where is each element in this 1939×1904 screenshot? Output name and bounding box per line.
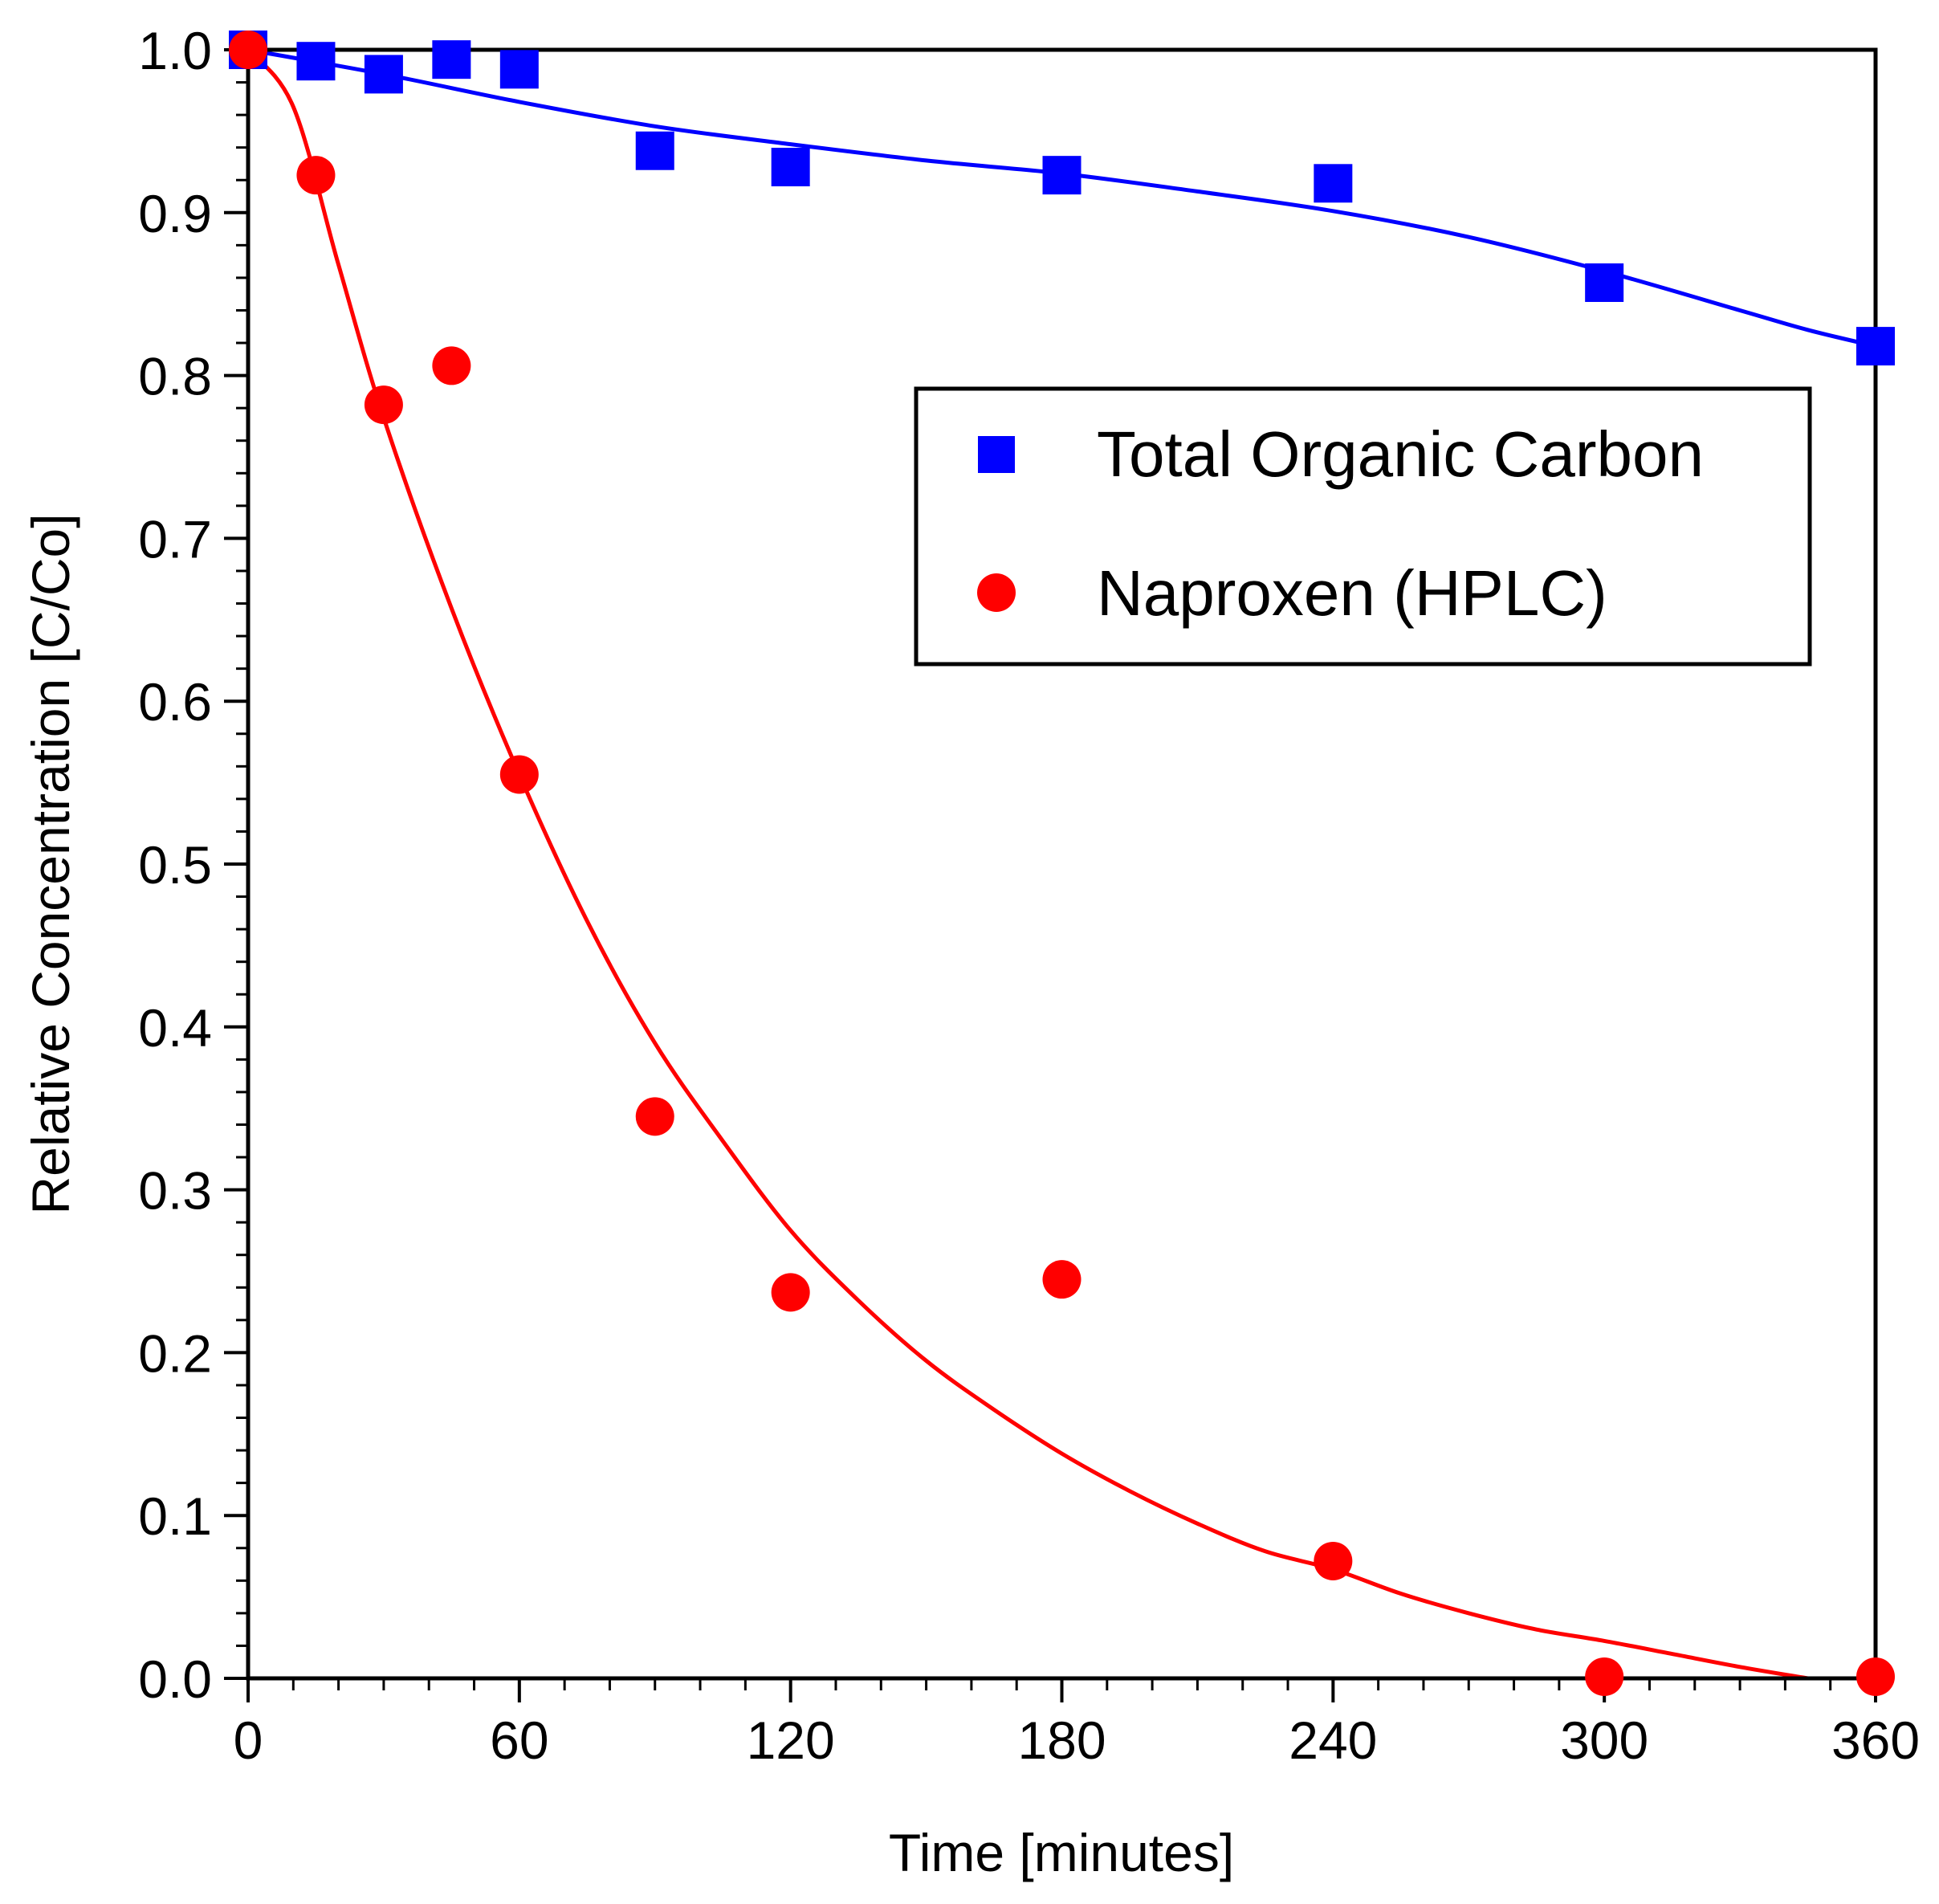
y-tick-label: 0.4 [138, 998, 212, 1058]
y-tick-label: 0.0 [138, 1649, 212, 1709]
total-organic-carbon-point [499, 50, 539, 89]
legend-marker-naproxen [977, 573, 1016, 612]
total-organic-carbon-point [432, 40, 471, 80]
naproxen-hplc-point [296, 156, 336, 195]
x-tick-label: 60 [490, 1710, 548, 1770]
naproxen-hplc-point [1314, 1541, 1353, 1580]
y-tick-label: 0.1 [138, 1486, 212, 1546]
legend-box [914, 386, 1812, 667]
legend-marker-toc [978, 436, 1015, 473]
data-markers [229, 31, 1895, 1696]
x-tick-label: 120 [747, 1710, 835, 1770]
y-tick-label: 0.8 [138, 347, 212, 406]
naproxen-hplc-point [635, 1097, 674, 1136]
y-axis-label: Relative Concentration [C/Co] [21, 513, 80, 1214]
y-tick-label: 0.6 [138, 672, 212, 732]
y-tick-label: 0.7 [138, 509, 212, 569]
legend-label-toc: Total Organic Carbon [1097, 418, 1704, 490]
legend-label-naproxen: Naproxen (HPLC) [1097, 557, 1607, 629]
tick-labels: 0 60 120 180 240 300 360 0.0 0.1 0.2 0.3 0.4 0.5 0.6 0… [138, 21, 1920, 1770]
naproxen-hplc-point [499, 755, 539, 794]
x-axis-label: Time [minutes] [889, 1823, 1234, 1882]
x-tick-label: 0 [234, 1710, 263, 1770]
naproxen-hplc-fit-curve [246, 48, 1808, 1681]
x-tick-label: 180 [1017, 1710, 1106, 1770]
total-organic-carbon-point [635, 131, 674, 170]
naproxen-hplc-point [1042, 1260, 1082, 1299]
fit-curves [246, 47, 1876, 1681]
naproxen-hplc-point [229, 31, 267, 69]
total-organic-carbon-point [296, 42, 336, 81]
x-tick-label: 240 [1289, 1710, 1377, 1770]
naproxen-hplc-point [771, 1273, 810, 1312]
total-organic-carbon-point [771, 148, 810, 187]
x-tick-label: 360 [1831, 1710, 1920, 1770]
total-organic-carbon-fit-curve [247, 47, 1876, 349]
legend: Total Organic Carbon Naproxen (HPLC) [914, 386, 1812, 667]
total-organic-carbon-point [1585, 263, 1624, 303]
y-tick-label: 0.2 [138, 1323, 212, 1383]
naproxen-hplc-point [1585, 1657, 1624, 1696]
naproxen-hplc-point [1856, 1657, 1895, 1696]
y-tick-label: 0.5 [138, 835, 212, 895]
total-organic-carbon-point [364, 55, 403, 94]
total-organic-carbon-point [1856, 327, 1895, 366]
y-tick-label: 1.0 [138, 21, 212, 80]
naproxen-hplc-point [432, 346, 471, 385]
plot-frame [246, 47, 1878, 1681]
y-tick-label: 0.9 [138, 184, 212, 243]
axis-ticks [224, 48, 1877, 1702]
y-tick-label: 0.3 [138, 1161, 212, 1221]
total-organic-carbon-point [1042, 156, 1082, 195]
total-organic-carbon-point [1314, 164, 1353, 203]
naproxen-hplc-point [364, 385, 403, 425]
x-tick-label: 300 [1560, 1710, 1648, 1770]
